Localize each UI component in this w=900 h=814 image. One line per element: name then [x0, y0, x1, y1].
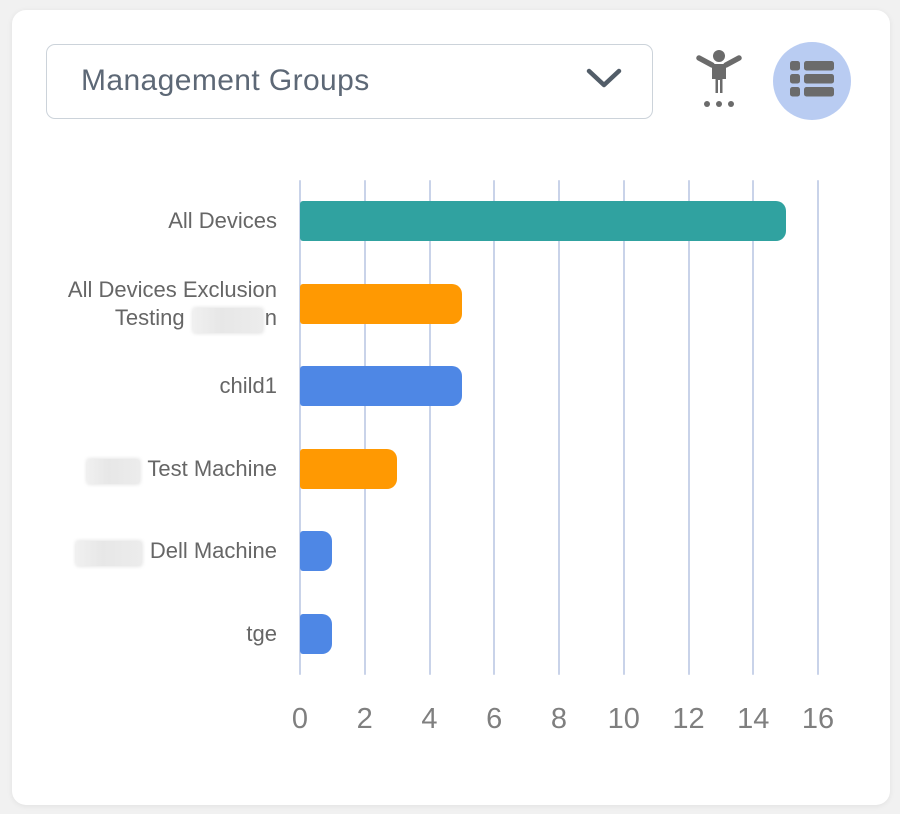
x-axis-tick-label: 0	[291, 703, 309, 735]
bar-child1[interactable]	[300, 366, 462, 407]
gridline	[428, 180, 431, 675]
gridline	[752, 180, 755, 675]
gridline	[817, 180, 819, 675]
x-axis-tick-label: 2	[356, 703, 373, 735]
category-label: All Devices Exclusion Testing n	[36, 276, 277, 333]
dropdown-selected-value: Management Groups	[81, 64, 370, 97]
x-axis-tick-label: 6	[486, 703, 503, 735]
gridline	[558, 180, 560, 675]
widget-header: Management Groups	[46, 42, 861, 120]
redacted-text	[75, 541, 142, 567]
bar-chart: 0 2 4 6 8 10 12 14 16 All Devices All Devices Excl…	[12, 10, 890, 805]
list-view-toggle-button[interactable]	[773, 42, 851, 120]
bar-all-devices-exclusion[interactable]	[300, 283, 462, 324]
x-axis-tick-label: 10	[607, 703, 640, 735]
accessibility-button[interactable]	[693, 49, 745, 113]
redacted-text	[86, 458, 140, 484]
x-axis-tick-label: 8	[550, 703, 568, 735]
bar-all-devices[interactable]	[300, 201, 786, 242]
chevron-down-icon	[586, 68, 622, 95]
gridline	[363, 180, 366, 675]
category-label: Test Machine	[36, 455, 277, 484]
x-axis-tick-label: 14	[737, 703, 770, 735]
bar-tge[interactable]	[300, 613, 333, 654]
accessibility-person-icon	[693, 48, 745, 115]
widget-card: Management Groups	[12, 10, 890, 805]
list-view-icon	[790, 60, 834, 103]
x-axis-tick-label: 4	[421, 703, 438, 735]
category-label: Dell Machine	[36, 537, 277, 567]
management-groups-dropdown[interactable]: Management Groups	[46, 43, 653, 119]
category-label: tge	[246, 620, 277, 646]
gridline	[687, 180, 690, 675]
redacted-text	[192, 307, 263, 333]
x-axis-tick-label: 16	[801, 703, 835, 735]
gridline	[493, 180, 496, 675]
category-label: child1	[219, 373, 277, 399]
x-axis-tick-label: 12	[672, 703, 705, 735]
bar-r53-test-machine[interactable]	[300, 448, 398, 489]
gridline	[299, 180, 301, 675]
bar-r66-dell-machine[interactable]	[300, 531, 333, 572]
category-label: All Devices	[168, 208, 277, 234]
gridline	[622, 180, 625, 675]
